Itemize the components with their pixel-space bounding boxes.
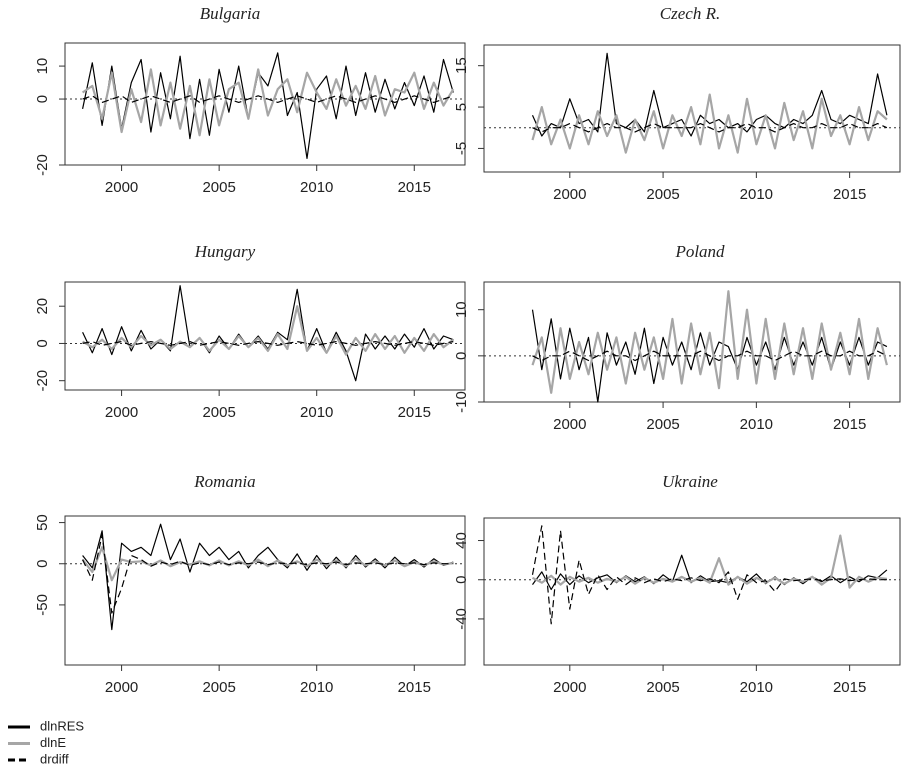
panel-title: Hungary [194, 242, 256, 261]
y-tick-label: 5 [453, 103, 470, 111]
x-tick-label: 2005 [202, 404, 235, 421]
x-tick-label: 2015 [398, 179, 431, 196]
x-tick-label: 2015 [398, 404, 431, 421]
y-tick-label: 10 [453, 301, 470, 318]
x-tick-label: 2010 [300, 179, 333, 196]
plot-box [483, 517, 901, 666]
series-line [531, 52, 888, 137]
x-tick-label: 2005 [646, 416, 679, 433]
y-tick-label: -40 [453, 608, 470, 630]
y-tick-label: 10 [34, 58, 51, 75]
panel-title: Poland [674, 242, 725, 261]
series-line [532, 123, 888, 133]
y-tick-label: -5 [453, 142, 470, 155]
series-line [531, 93, 888, 154]
series-line [532, 350, 888, 362]
legend-label: dlnE [40, 735, 66, 750]
x-tick-label: 2005 [202, 679, 235, 696]
x-tick-label: 2005 [202, 179, 235, 196]
panel-title: Romania [193, 472, 255, 491]
x-tick-label: 2000 [553, 416, 586, 433]
y-tick-label: 0 [453, 352, 470, 360]
plot-box [64, 42, 466, 166]
x-tick-label: 2010 [740, 416, 773, 433]
panel-title: Bulgaria [200, 4, 260, 23]
x-tick-label: 2015 [833, 416, 866, 433]
series-line [531, 290, 888, 394]
x-tick-label: 2015 [833, 186, 866, 203]
plot-box [483, 281, 901, 403]
series-line [82, 523, 454, 631]
x-tick-label: 2010 [300, 679, 333, 696]
x-tick-label: 2000 [105, 679, 138, 696]
y-tick-label: -10 [453, 391, 470, 413]
panel-title: Czech R. [660, 4, 720, 23]
y-tick-label: 20 [34, 298, 51, 315]
x-tick-label: 2015 [398, 679, 431, 696]
x-tick-label: 2000 [105, 179, 138, 196]
y-tick-label: 0 [453, 576, 470, 584]
series-line [82, 305, 454, 356]
x-tick-label: 2015 [833, 679, 866, 696]
x-tick-label: 2005 [646, 679, 679, 696]
series-line [82, 341, 454, 346]
series-line [531, 534, 888, 589]
y-tick-label: -20 [34, 370, 51, 392]
series-line [81, 546, 454, 582]
y-tick-label: 15 [453, 57, 470, 74]
y-tick-label: 0 [34, 339, 51, 347]
plot-box [64, 281, 466, 391]
plot-box [64, 515, 466, 666]
series-line [82, 52, 454, 159]
panel-title: Ukraine [662, 472, 718, 491]
x-tick-label: 2005 [646, 186, 679, 203]
x-tick-label: 2010 [300, 404, 333, 421]
series-line [82, 285, 454, 382]
series-line [82, 534, 454, 614]
series-line [81, 68, 455, 137]
y-tick-label: 50 [34, 514, 51, 531]
x-tick-label: 2010 [740, 679, 773, 696]
x-tick-label: 2000 [553, 679, 586, 696]
y-tick-label: 0 [34, 560, 51, 568]
x-tick-label: 2000 [105, 404, 138, 421]
series-line [82, 95, 454, 103]
y-tick-label: 0 [34, 95, 51, 103]
legend-label: drdiff [40, 751, 69, 766]
plot-box [483, 44, 901, 173]
series-line [531, 525, 887, 625]
x-tick-label: 2010 [740, 186, 773, 203]
y-tick-label: -50 [34, 594, 51, 616]
y-tick-label: -20 [34, 154, 51, 176]
y-tick-label: 40 [453, 532, 470, 549]
legend-label: dlnRES [40, 718, 84, 733]
x-tick-label: 2000 [553, 186, 586, 203]
